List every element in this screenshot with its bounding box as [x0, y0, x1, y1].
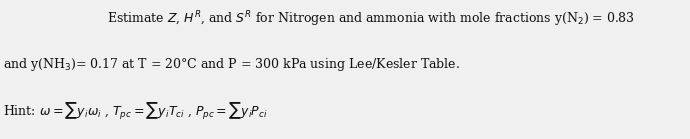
Text: Estimate $Z$, $H^R$, and $S^R$ for Nitrogen and ammonia with mole fractions y(N$: Estimate $Z$, $H^R$, and $S^R$ for Nitro…: [107, 10, 635, 29]
Text: Hint: $\omega = \sum y_i\omega_i$ , $T_{pc} = \sum y_iT_{ci}$ , $P_{pc} = \sum y: Hint: $\omega = \sum y_i\omega_i$ , $T_{…: [3, 101, 268, 122]
Text: and y(NH$_3$)= 0.17 at T = 20°C and P = 300 kPa using Lee/Kesler Table.: and y(NH$_3$)= 0.17 at T = 20°C and P = …: [3, 56, 460, 73]
